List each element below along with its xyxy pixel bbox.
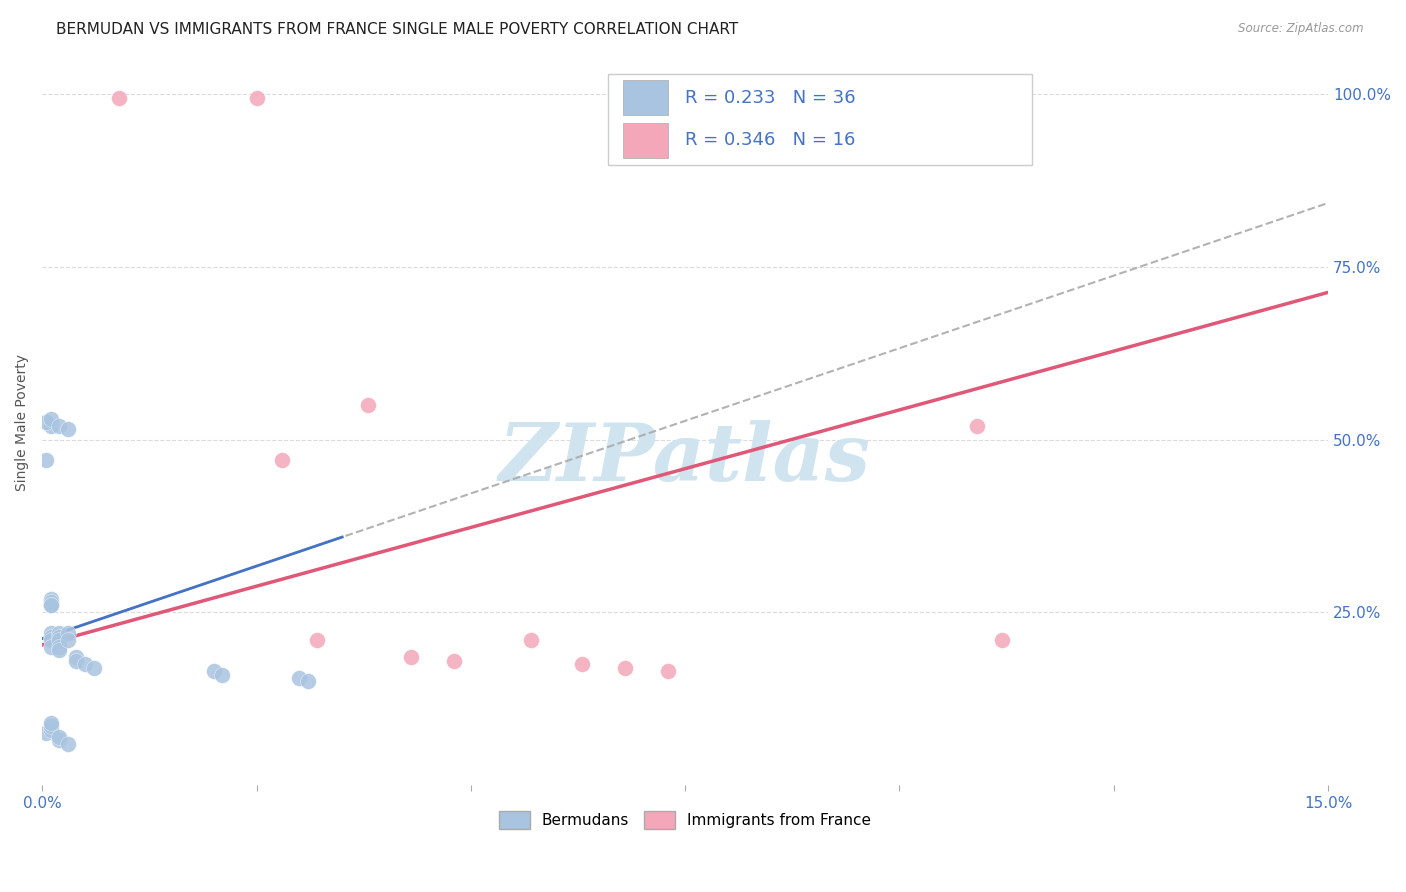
Point bbox=[39, 632, 62, 647]
Point bbox=[48, 643, 70, 657]
Text: R = 0.346   N = 16: R = 0.346 N = 16 bbox=[685, 131, 855, 149]
FancyBboxPatch shape bbox=[623, 123, 668, 158]
Legend: Bermudans, Immigrants from France: Bermudans, Immigrants from France bbox=[494, 805, 877, 836]
Point bbox=[202, 664, 225, 678]
Point bbox=[39, 630, 62, 644]
Point bbox=[288, 671, 311, 685]
Point bbox=[991, 632, 1014, 647]
Point bbox=[48, 418, 70, 433]
Y-axis label: Single Male Poverty: Single Male Poverty bbox=[15, 354, 30, 491]
Point bbox=[39, 723, 62, 737]
Point bbox=[297, 674, 319, 689]
Point bbox=[39, 412, 62, 426]
Point bbox=[305, 632, 328, 647]
Point bbox=[35, 415, 58, 429]
Point bbox=[211, 667, 233, 681]
Point bbox=[399, 650, 422, 665]
Point bbox=[108, 90, 131, 104]
Point bbox=[357, 398, 380, 412]
Point bbox=[56, 422, 79, 436]
Point bbox=[39, 715, 62, 730]
Point bbox=[39, 591, 62, 606]
Point bbox=[48, 640, 70, 654]
Point bbox=[48, 730, 70, 744]
Text: Source: ZipAtlas.com: Source: ZipAtlas.com bbox=[1239, 22, 1364, 36]
Point bbox=[657, 664, 679, 678]
Text: ZIPatlas: ZIPatlas bbox=[499, 420, 872, 498]
Point bbox=[39, 595, 62, 609]
Point bbox=[39, 719, 62, 733]
Point bbox=[48, 626, 70, 640]
FancyBboxPatch shape bbox=[607, 74, 1032, 165]
Point bbox=[39, 599, 62, 613]
Point bbox=[65, 654, 87, 668]
Point bbox=[56, 626, 79, 640]
Point bbox=[520, 632, 543, 647]
Point bbox=[35, 453, 58, 467]
Point bbox=[35, 726, 58, 740]
Point bbox=[39, 640, 62, 654]
Point bbox=[83, 660, 105, 674]
Point bbox=[65, 650, 87, 665]
FancyBboxPatch shape bbox=[623, 80, 668, 115]
Point bbox=[56, 737, 79, 751]
Point bbox=[56, 632, 79, 647]
Point bbox=[966, 418, 988, 433]
Text: R = 0.233   N = 36: R = 0.233 N = 36 bbox=[685, 88, 856, 107]
Point bbox=[39, 599, 62, 613]
Text: BERMUDAN VS IMMIGRANTS FROM FRANCE SINGLE MALE POVERTY CORRELATION CHART: BERMUDAN VS IMMIGRANTS FROM FRANCE SINGL… bbox=[56, 22, 738, 37]
Point bbox=[48, 733, 70, 747]
Point bbox=[443, 654, 465, 668]
Point bbox=[48, 630, 70, 644]
Point bbox=[39, 626, 62, 640]
Point bbox=[571, 657, 593, 672]
Point bbox=[48, 632, 70, 647]
Point bbox=[614, 660, 637, 674]
Point bbox=[39, 418, 62, 433]
Point bbox=[271, 453, 294, 467]
Point bbox=[245, 90, 267, 104]
Point bbox=[73, 657, 96, 672]
